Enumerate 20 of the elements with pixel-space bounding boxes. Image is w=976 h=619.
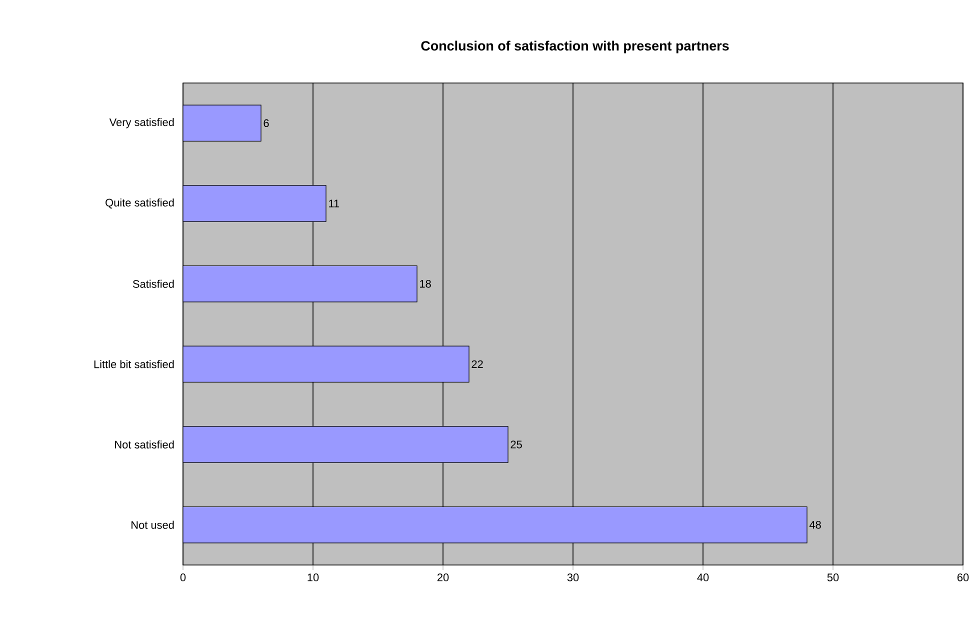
x-tick-label: 50 (827, 574, 839, 582)
x-tick-label: 0 (180, 574, 186, 582)
chart-title: Conclusion of satisfaction with present partners (421, 40, 729, 54)
y-tick-label: Satisfied (132, 280, 174, 288)
data-label: 18 (420, 280, 431, 288)
x-tick-label: 10 (308, 574, 319, 582)
y-tick-label: Quite satisfied (106, 198, 174, 208)
y-tick-label: Little bit satisfied (94, 360, 174, 368)
y-tick-label: Not satisfied (115, 440, 174, 449)
x-tick-label: 20 (437, 574, 449, 582)
data-label: 11 (329, 200, 340, 208)
y-tick-label: Very satisfied (109, 118, 174, 128)
data-label: 22 (472, 360, 483, 368)
x-tick-label: 40 (697, 574, 709, 582)
x-tick-label: 30 (567, 574, 579, 582)
data-label: 25 (510, 440, 522, 448)
y-tick-label: Not used (132, 520, 174, 529)
data-label: 48 (809, 520, 821, 529)
x-tick-label: 60 (957, 574, 969, 582)
data-label: 6 (264, 119, 269, 128)
